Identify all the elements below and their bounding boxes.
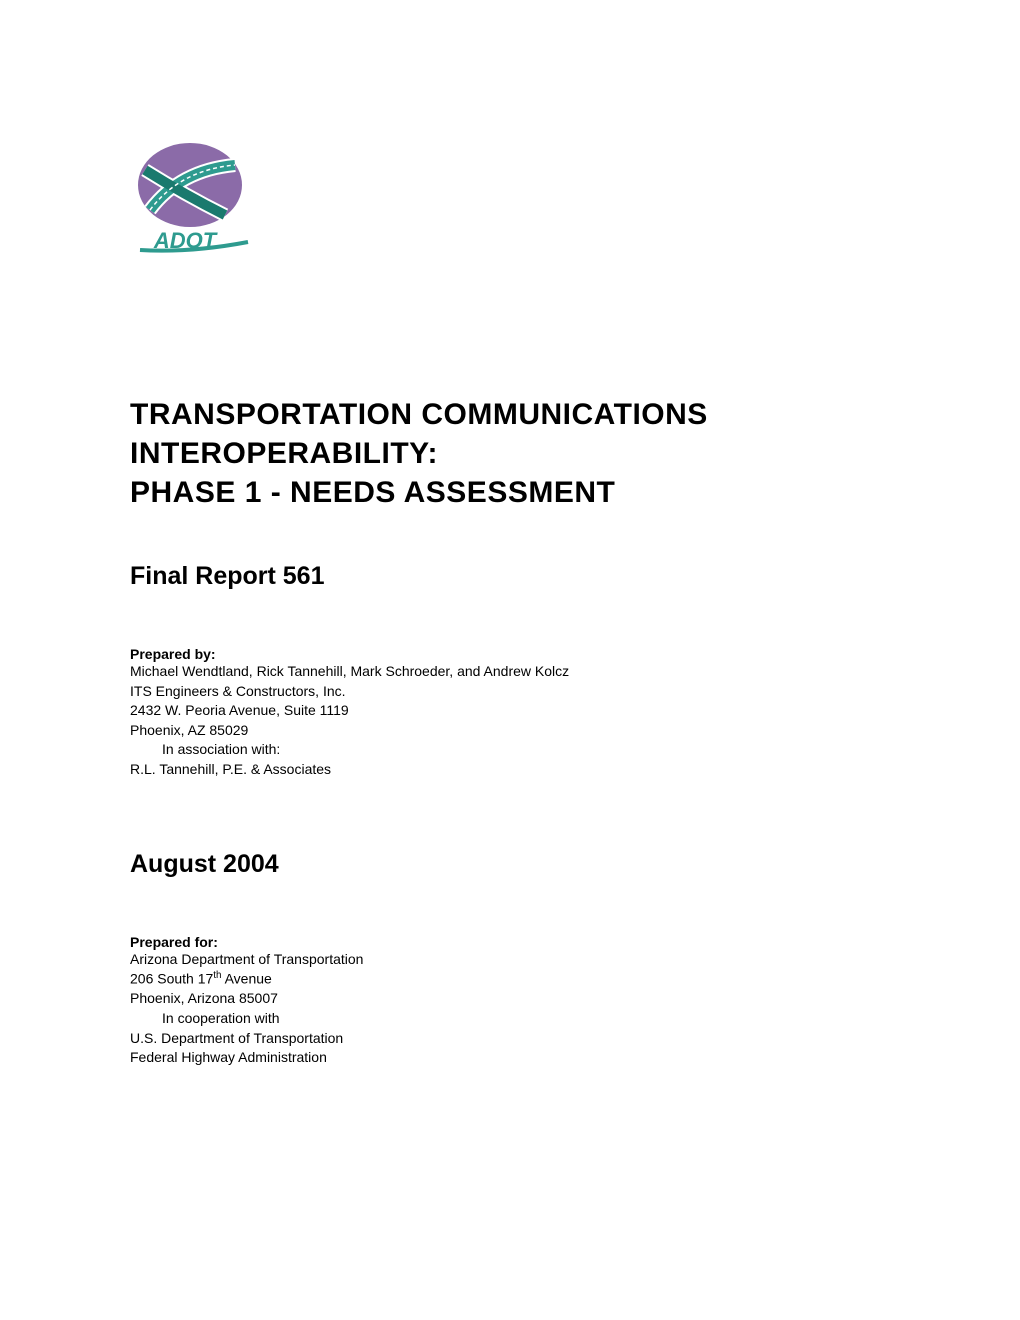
address-prefix: 206 South 17: [130, 971, 213, 987]
cooperator1: U.S. Department of Transportation: [130, 1029, 890, 1049]
prepared-by-block: Prepared by: Michael Wendtland, Rick Tan…: [130, 646, 890, 780]
associate: R.L. Tannehill, P.E. & Associates: [130, 760, 890, 780]
association-label: In association with:: [130, 740, 890, 760]
company: ITS Engineers & Constructors, Inc.: [130, 682, 890, 702]
authors: Michael Wendtland, Rick Tannehill, Mark …: [130, 662, 890, 682]
adot-logo: ADOT: [130, 140, 245, 235]
address-suffix: Avenue: [221, 971, 271, 987]
agency: Arizona Department of Transportation: [130, 950, 890, 970]
agency-city-state: Phoenix, Arizona 85007: [130, 989, 890, 1009]
agency-address: 206 South 17th Avenue: [130, 969, 890, 989]
report-number: Final Report 561: [130, 562, 890, 591]
main-title-line3: PHASE 1 - NEEDS ASSESSMENT: [130, 473, 890, 512]
cooperator2: Federal Highway Administration: [130, 1048, 890, 1068]
company-address: 2432 W. Peoria Avenue, Suite 1119: [130, 701, 890, 721]
prepared-for-label: Prepared for:: [130, 934, 890, 950]
prepared-for-block: Prepared for: Arizona Department of Tran…: [130, 934, 890, 1068]
date: August 2004: [130, 850, 890, 879]
cooperation-label: In cooperation with: [130, 1009, 890, 1029]
main-title-line1: TRANSPORTATION COMMUNICATIONS: [130, 395, 890, 434]
logo-container: ADOT: [130, 140, 890, 235]
company-city-state: Phoenix, AZ 85029: [130, 721, 890, 741]
main-title-line2: INTEROPERABILITY:: [130, 434, 890, 473]
prepared-by-label: Prepared by:: [130, 646, 890, 662]
title-block: TRANSPORTATION COMMUNICATIONS INTEROPERA…: [130, 395, 890, 512]
